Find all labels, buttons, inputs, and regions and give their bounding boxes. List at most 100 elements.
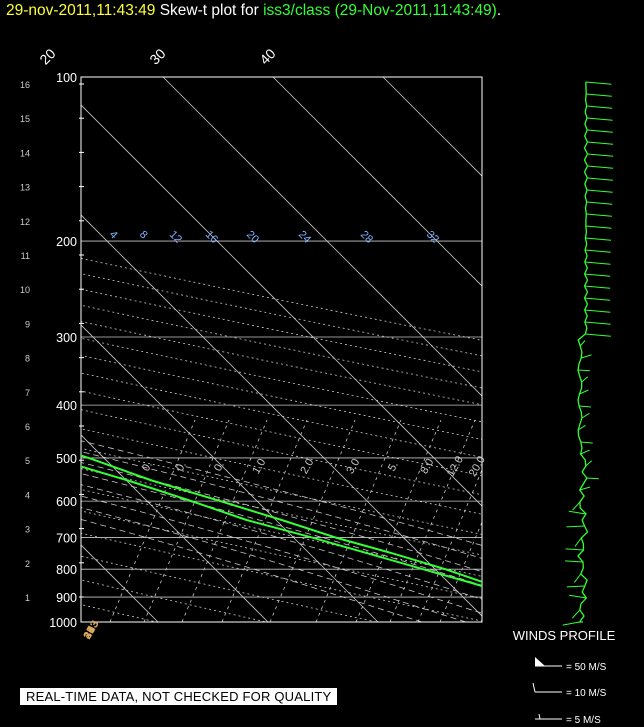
isotherm-line bbox=[272, 77, 482, 287]
wind-barb bbox=[581, 376, 589, 383]
temperature-tick-label: 30 bbox=[146, 45, 168, 67]
mixing-ratio-line bbox=[417, 468, 482, 622]
pressure-tick-label: 1000 bbox=[49, 616, 77, 630]
mixing-ratio-label: 1.0 bbox=[250, 457, 268, 476]
wind-barb bbox=[584, 285, 611, 289]
winds-profile bbox=[562, 81, 614, 626]
wind-barb bbox=[585, 237, 612, 241]
moist-adiabat-label: 28 bbox=[358, 229, 375, 246]
mixing-ratio-label: 5. bbox=[386, 460, 401, 474]
plot-title: 29-nov-2011,11:43:49 Skew-t plot for iss… bbox=[6, 2, 501, 20]
wind-barb bbox=[585, 81, 612, 85]
height-tick-label: 12 bbox=[20, 217, 30, 227]
plot-frame bbox=[80, 76, 483, 623]
moist-adiabat-label: 32 bbox=[424, 229, 441, 246]
legend-half-barb bbox=[538, 713, 541, 720]
height-tick-label: 13 bbox=[20, 183, 30, 193]
wind-barb bbox=[574, 537, 582, 547]
mixing-ratio-label: 0. bbox=[140, 460, 155, 474]
title-prefix: Skew-t plot for bbox=[155, 2, 264, 19]
mixing-ratio-label: 0. bbox=[174, 460, 189, 474]
height-tick-label: 10 bbox=[20, 285, 30, 295]
wind-barb bbox=[565, 560, 584, 563]
wind-barb bbox=[586, 477, 599, 480]
isotherm-line bbox=[382, 77, 482, 177]
dry-adiabat bbox=[81, 604, 159, 622]
height-tick-label: 15 bbox=[20, 114, 30, 124]
isobars bbox=[81, 76, 482, 623]
dry-adiabats bbox=[81, 258, 482, 622]
pressure-tick-label: 900 bbox=[56, 591, 77, 605]
moist-adiabat bbox=[81, 495, 482, 614]
moist-adiabat bbox=[81, 518, 424, 622]
wind-barb bbox=[562, 621, 580, 626]
dry-adiabat bbox=[81, 468, 482, 556]
pressure-tick-label: 300 bbox=[56, 331, 77, 345]
wind-barb bbox=[579, 389, 589, 395]
dry-adiabat bbox=[81, 304, 482, 389]
wind-barb bbox=[584, 309, 611, 313]
wind-barb bbox=[580, 449, 590, 455]
wind-barb bbox=[566, 525, 585, 528]
height-tick-label: 5 bbox=[25, 456, 30, 466]
mixing-ratio-line bbox=[143, 419, 230, 622]
mixing-ratio-line bbox=[269, 419, 356, 622]
mixing-ratio-label: 3.0 bbox=[344, 457, 362, 476]
moist-adiabat-label: 8 bbox=[137, 229, 150, 242]
chart-labels: 1002003004005006007008009001000123456789… bbox=[20, 45, 488, 642]
pressure-tick-label: 500 bbox=[56, 452, 77, 466]
pressure-tick-label: 400 bbox=[56, 399, 77, 413]
dry-adiabat bbox=[81, 321, 482, 406]
height-tick-label: 2 bbox=[25, 559, 30, 569]
dry-adiabat bbox=[81, 337, 482, 423]
wind-barb bbox=[587, 177, 613, 181]
height-tick-label: 3 bbox=[25, 525, 30, 535]
moist-adiabat-label: 16 bbox=[203, 229, 220, 246]
wind-barb bbox=[579, 340, 586, 347]
mixing-ratio-line bbox=[181, 419, 268, 622]
wind-barb bbox=[587, 129, 613, 133]
dry-adiabat bbox=[81, 409, 482, 496]
winds-profile-label: WINDS PROFILE bbox=[513, 628, 616, 643]
isotherm-line bbox=[0, 77, 48, 622]
isotherm-line bbox=[81, 434, 269, 622]
qc-note: REAL-TIME DATA, NOT CHECKED FOR QUALITY bbox=[20, 688, 338, 705]
wind-barb bbox=[584, 261, 611, 265]
moist-adiabat bbox=[81, 451, 482, 559]
wind-barb bbox=[565, 548, 584, 551]
legend-value: = 10 M/S bbox=[566, 688, 607, 699]
moist-adiabat-label: 12 bbox=[167, 229, 184, 246]
height-tick-label: 4 bbox=[25, 490, 30, 500]
pressure-tick-label: 200 bbox=[56, 235, 77, 249]
wind-barb bbox=[586, 93, 612, 97]
dry-adiabat bbox=[81, 579, 269, 622]
wind-barb bbox=[585, 225, 612, 229]
wind-barb bbox=[574, 573, 582, 583]
moist-adiabat bbox=[81, 440, 482, 546]
height-tick-label: 8 bbox=[25, 354, 30, 364]
height-tick-label: 6 bbox=[25, 422, 30, 432]
mixing-ratio-line bbox=[109, 419, 196, 622]
dry-adiabat bbox=[81, 390, 482, 477]
dry-adiabat bbox=[81, 258, 482, 341]
dry-adiabat bbox=[81, 288, 482, 373]
temperature-tick-label: 40 bbox=[256, 45, 278, 67]
moist-adiabat-label: 24 bbox=[296, 229, 313, 246]
pressure-tick-label: 600 bbox=[56, 495, 77, 509]
height-tick-label: 16 bbox=[20, 80, 30, 90]
dry-adiabat bbox=[81, 428, 482, 515]
wind-barb bbox=[579, 486, 591, 491]
height-tick-label: 7 bbox=[25, 388, 30, 398]
moist-adiabat bbox=[81, 507, 468, 622]
wind-barb bbox=[579, 405, 591, 408]
pressure-tick-label: 800 bbox=[56, 563, 77, 577]
wind-barb bbox=[572, 501, 581, 511]
title-tail: . bbox=[496, 2, 502, 19]
temperature-tick-label: 20 bbox=[36, 45, 58, 67]
temperature-profile bbox=[81, 454, 482, 583]
dry-adiabat bbox=[81, 448, 482, 535]
wind-barb bbox=[571, 609, 581, 619]
moist-adiabat-label: 20 bbox=[244, 229, 261, 246]
isotherm-line bbox=[162, 77, 482, 397]
